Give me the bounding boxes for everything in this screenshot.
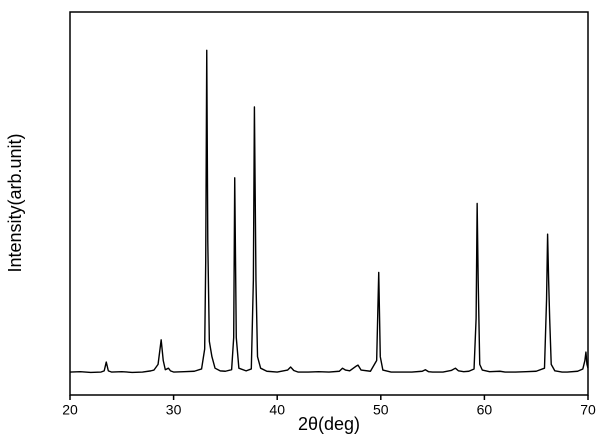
x-tick-label: 70 xyxy=(580,402,596,418)
x-tick-label: 60 xyxy=(477,402,493,418)
x-axis-title: 2θ(deg) xyxy=(298,414,360,434)
x-tick-label: 20 xyxy=(62,402,78,418)
plot-frame xyxy=(69,11,589,396)
y-axis-title: Intensity(arb.unit) xyxy=(5,133,25,272)
x-tick-label: 40 xyxy=(269,402,285,418)
x-tick-label: 30 xyxy=(166,402,182,418)
line-series xyxy=(69,49,589,374)
x-tick-label: 50 xyxy=(373,402,389,418)
